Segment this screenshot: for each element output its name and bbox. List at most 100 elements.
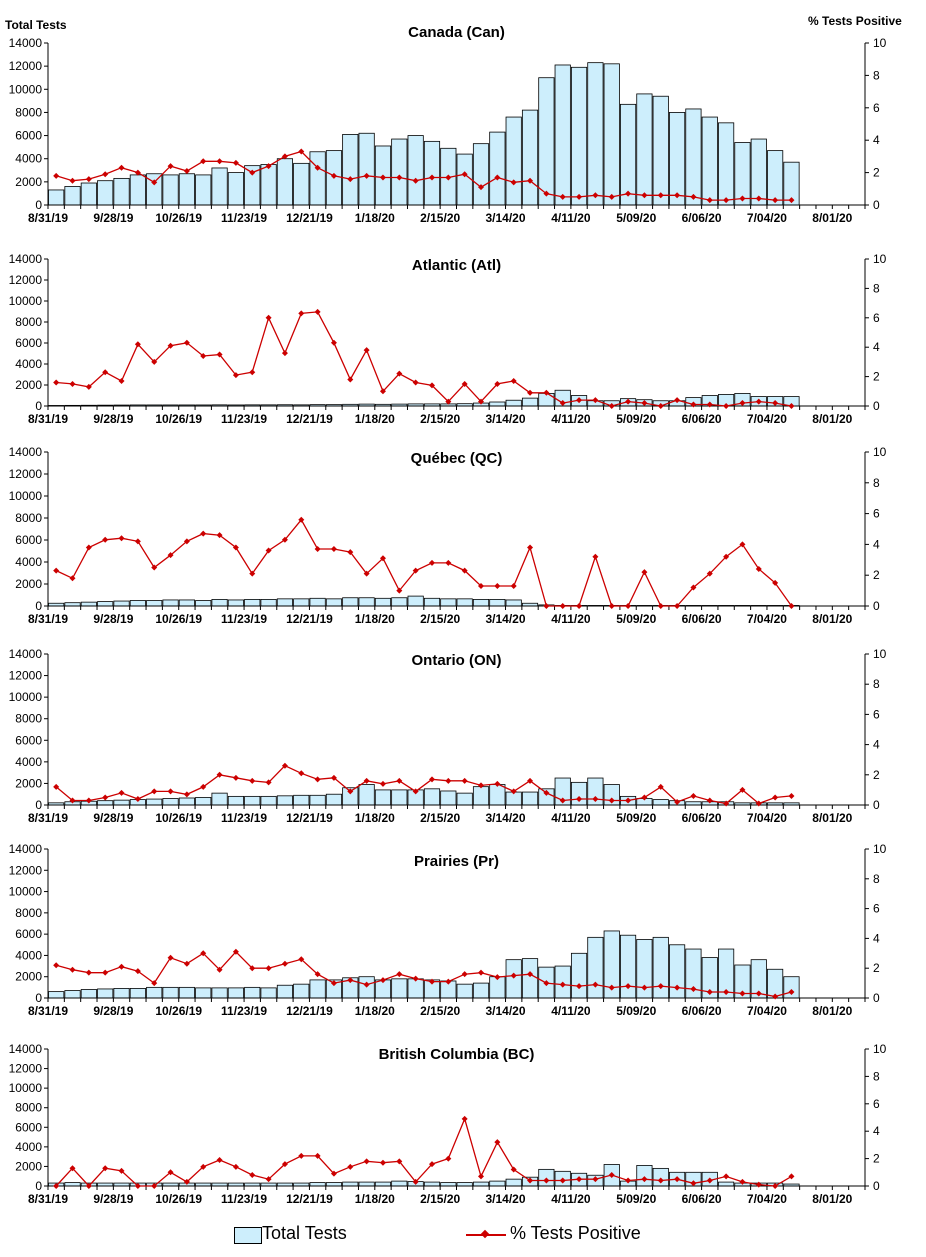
bar [391, 1180, 408, 1187]
series-point [134, 1183, 141, 1189]
x-tick-label: 1/18/20 [355, 811, 395, 825]
series-point [592, 192, 599, 199]
bar [97, 988, 114, 999]
chart-title: Atlantic (Atl) [412, 257, 501, 274]
series-point [723, 1173, 730, 1180]
legend-line-marker [480, 1229, 490, 1239]
bar [113, 177, 130, 206]
series-point [396, 174, 403, 181]
bar [97, 800, 114, 806]
series-point [314, 164, 321, 171]
right-tick-label: 10 [873, 647, 887, 661]
series-point [576, 983, 583, 990]
x-tick-label: 6/06/20 [682, 1004, 722, 1018]
series-point [461, 971, 468, 978]
bar [636, 1165, 653, 1187]
right-tick-label: 10 [873, 36, 887, 50]
bar [244, 599, 261, 607]
series-point [494, 780, 501, 787]
right-tick-label: 2 [873, 370, 880, 384]
series-point [494, 380, 501, 387]
series-point [134, 795, 141, 802]
bar [178, 599, 195, 607]
bar [325, 1182, 343, 1187]
bar [293, 162, 310, 206]
series-point [379, 977, 386, 984]
series-point [102, 969, 109, 976]
x-tick-label: 11/23/19 [221, 211, 267, 225]
bar [146, 798, 163, 806]
left-tick-label: 10000 [9, 1081, 43, 1095]
left-tick-label: 2000 [15, 1159, 42, 1173]
series-point [723, 553, 730, 560]
x-tick-label: 5/09/20 [616, 811, 656, 825]
series-point [249, 369, 256, 376]
series-point [641, 400, 648, 407]
right-tick-label: 2 [873, 568, 880, 582]
series-point [118, 535, 125, 542]
x-tick-label: 12/21/19 [286, 412, 333, 426]
x-tick-label: 3/14/20 [485, 211, 525, 225]
bar [293, 794, 310, 806]
series-point [85, 797, 92, 804]
series-point [412, 1178, 419, 1185]
bar [407, 135, 424, 206]
series-point [183, 167, 190, 174]
bar [162, 798, 179, 806]
x-tick-label: 2/15/20 [420, 612, 460, 626]
chart-title: Canada (Can) [408, 24, 505, 41]
left-tick-label: 14000 [9, 445, 43, 459]
series-point [347, 788, 354, 795]
series-point [674, 984, 681, 991]
bar [80, 601, 97, 607]
left-tick-label: 0 [35, 991, 42, 1005]
x-tick-label: 10/26/19 [155, 612, 202, 626]
left-tick-label: 10000 [9, 294, 43, 308]
left-tick-label: 14000 [9, 36, 43, 50]
series-point [216, 351, 223, 358]
series-point [527, 544, 534, 551]
bar [489, 599, 506, 607]
chart-panel-5: Prairies (Pr) 0 2000 4000 6000 8000 10000 12000… [9, 842, 887, 1018]
series-point [478, 1173, 485, 1180]
bar [227, 987, 244, 999]
series-point [428, 174, 435, 181]
bar [603, 63, 620, 206]
bar [211, 599, 228, 607]
series-point [608, 797, 615, 804]
series-point [249, 965, 256, 972]
x-tick-label: 11/23/19 [221, 612, 267, 626]
x-tick-label: 6/06/20 [682, 1192, 722, 1206]
series-point [347, 176, 354, 183]
x-tick-label: 9/28/19 [93, 412, 133, 426]
series-point [249, 169, 256, 176]
legend-bar-swatch [234, 1227, 262, 1244]
x-tick-label: 12/21/19 [286, 1004, 333, 1018]
right-tick-label: 8 [873, 1069, 880, 1083]
series-point [755, 1181, 762, 1188]
series-point [788, 989, 795, 996]
series-point [478, 582, 485, 589]
bar [538, 77, 555, 206]
series-point [69, 380, 76, 387]
left-tick-label: 14000 [9, 252, 43, 266]
bar [195, 987, 212, 999]
bar [113, 600, 130, 607]
bar [129, 600, 146, 607]
series-point [298, 770, 305, 777]
series-point [625, 603, 632, 609]
series-point [657, 783, 664, 790]
bar [113, 799, 130, 806]
series-point [657, 983, 664, 990]
x-tick-label: 4/11/20 [551, 1192, 591, 1206]
series-point [608, 984, 615, 991]
series-point [706, 797, 713, 804]
series-point [216, 1156, 223, 1163]
series-line [55, 518, 793, 607]
bar [309, 151, 326, 206]
x-tick-label: 5/09/20 [616, 412, 656, 426]
series-point [167, 1169, 174, 1176]
series-point [478, 782, 485, 789]
series-point [527, 777, 534, 784]
series-point [706, 197, 713, 204]
